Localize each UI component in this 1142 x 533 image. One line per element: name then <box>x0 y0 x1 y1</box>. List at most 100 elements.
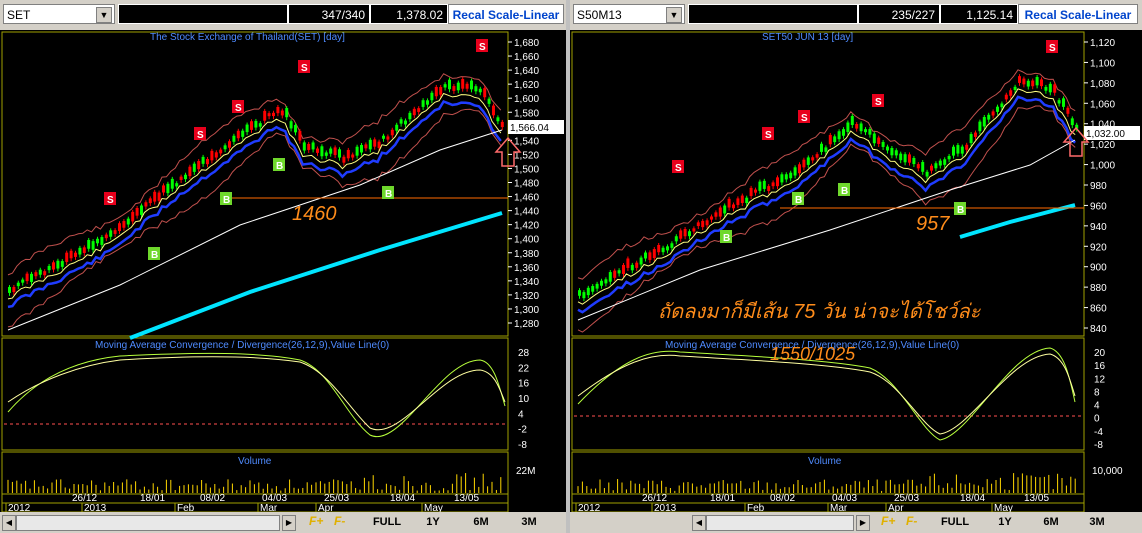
candle-body <box>232 135 236 142</box>
last-price-label: 1,032.00 <box>1086 129 1125 140</box>
candle-body <box>696 222 700 227</box>
candle-body <box>784 174 788 180</box>
buy-signal-marker <box>273 158 285 171</box>
price-tick-label: 1,320 <box>514 291 539 302</box>
scroll-left-icon[interactable]: ◀ <box>2 515 16 531</box>
candle-body <box>109 230 113 237</box>
candle-body <box>377 141 381 148</box>
symbol-select[interactable]: SET ▼ <box>3 4 115 24</box>
range-full-button[interactable]: FULL <box>372 516 402 528</box>
range-3m-button[interactable]: 3M <box>521 516 537 528</box>
candle-body <box>483 88 487 98</box>
candle-body <box>38 269 42 275</box>
candle-body <box>399 119 403 124</box>
price-chart-s50m13[interactable]: SET50 JUN 13 [day] Moving Average Converg… <box>570 30 1142 512</box>
candle-body <box>162 185 165 193</box>
candle-body <box>276 106 280 114</box>
candle-body <box>872 133 876 144</box>
candle-body <box>338 149 341 158</box>
candle-body <box>674 236 678 242</box>
candle-body <box>635 262 639 268</box>
candle-body <box>745 197 749 204</box>
range-3m-button[interactable]: 3M <box>1089 516 1105 528</box>
recal-scale-button[interactable]: Recal Scale-Linear <box>1018 4 1138 24</box>
candle-body <box>96 238 99 244</box>
candle-body <box>688 231 691 237</box>
panel-divider[interactable] <box>566 0 570 533</box>
candle-body <box>69 250 73 259</box>
price-tick-label: 1,000 <box>1090 161 1115 172</box>
price-chart-set[interactable]: The Stock Exchange of Thailand(SET) [day… <box>0 30 566 512</box>
recal-scale-button[interactable]: Recal Scale-Linear <box>448 4 564 24</box>
candle-body <box>56 260 60 269</box>
upper-band-line <box>7 73 502 276</box>
annotation-note: ถัดลงมาก็มีเส้น 75 วัน น่าจะได้โชว์ล่ะ <box>658 299 982 323</box>
candle-body <box>43 271 47 276</box>
sell-signal-label: S <box>801 113 808 124</box>
candle-body <box>1026 80 1030 87</box>
candle-body <box>850 115 854 126</box>
candle-body <box>122 221 126 228</box>
scroll-right-icon[interactable]: ▶ <box>282 515 296 531</box>
candle-body <box>30 273 33 282</box>
candle-body <box>184 174 187 180</box>
price-tick-label: 1,120 <box>1090 38 1115 49</box>
candle-body <box>969 134 973 144</box>
sell-signal-marker <box>798 110 810 123</box>
range-1y-button[interactable]: 1Y <box>998 516 1012 528</box>
horizontal-scrollbar[interactable] <box>706 515 854 531</box>
zoom-out-button[interactable]: F- <box>334 514 346 528</box>
price-tick-label: 1,520 <box>514 150 539 161</box>
chevron-down-icon[interactable]: ▼ <box>96 7 112 23</box>
candle-body <box>52 262 55 270</box>
zoom-in-button[interactable]: F+ <box>309 514 324 528</box>
date-tick-label: 26/12 <box>642 493 667 504</box>
candle-body <box>360 145 363 153</box>
macd-signal-line <box>577 353 1076 435</box>
price-tick-label: 1,620 <box>514 80 539 91</box>
candle-body <box>837 131 841 140</box>
date-tick-label: 25/03 <box>894 493 919 504</box>
range-full-button[interactable]: FULL <box>940 516 970 528</box>
buy-signal-marker <box>792 192 804 205</box>
scroll-left-icon[interactable]: ◀ <box>692 515 706 531</box>
sell-signal-marker <box>672 160 684 173</box>
price-pane-frame <box>571 31 1085 337</box>
range-6m-button[interactable]: 6M <box>1043 516 1059 528</box>
blank-field <box>118 4 288 24</box>
month-tick-label: May <box>424 503 443 512</box>
candle-body <box>604 279 608 284</box>
candle-body <box>921 161 925 172</box>
candle-body <box>316 148 319 153</box>
ma-75-line <box>959 203 1076 239</box>
chevron-down-icon[interactable]: ▼ <box>666 7 682 23</box>
range-6m-button[interactable]: 6M <box>473 516 489 528</box>
horizontal-scrollbar[interactable] <box>16 515 280 531</box>
zoom-in-button[interactable]: F+ <box>881 514 896 528</box>
candle-body <box>639 257 643 265</box>
price-tick-label: 1,020 <box>1090 140 1115 151</box>
range-1y-button[interactable]: 1Y <box>426 516 440 528</box>
symbol-select[interactable]: S50M13 ▼ <box>573 4 685 24</box>
macd-tick-label: 10 <box>518 394 530 405</box>
month-tick-label: 2013 <box>654 503 677 512</box>
buy-signal-label: B <box>957 205 964 216</box>
candle-body <box>630 264 634 271</box>
macd-tick-label: -8 <box>518 440 527 451</box>
candle-body <box>496 117 500 122</box>
month-tick-label: Apr <box>318 503 334 512</box>
up-arrow-icon <box>494 136 522 167</box>
candle-body <box>732 204 735 209</box>
candle-body <box>736 198 740 205</box>
date-tick-label: 08/02 <box>770 493 795 504</box>
price-tick-label: 1,680 <box>514 38 539 49</box>
zoom-out-button[interactable]: F- <box>906 514 918 528</box>
candle-body <box>135 207 139 216</box>
chart-background <box>570 30 1142 512</box>
candle-body <box>595 283 599 289</box>
candle-body <box>956 145 960 154</box>
buy-signal-marker <box>954 202 966 215</box>
candle-body <box>842 129 845 136</box>
candle-body <box>267 113 271 117</box>
scroll-right-icon[interactable]: ▶ <box>856 515 870 531</box>
